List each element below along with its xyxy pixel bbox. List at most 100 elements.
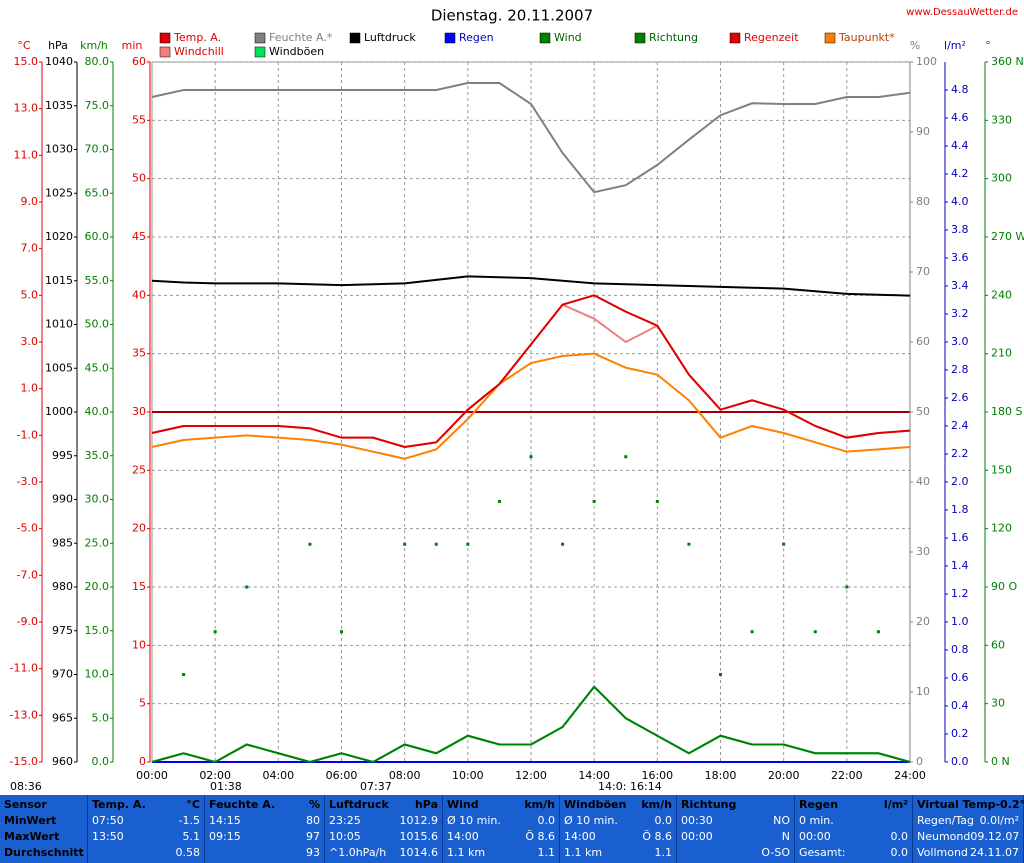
stats-cell: 10:05 1015.6 — [329, 829, 438, 845]
y-tick-label: 70.0 — [85, 143, 110, 156]
y-tick-label: 1030 — [45, 143, 73, 156]
stats-cell: O-SO — [681, 845, 790, 861]
x-tick-label: 00:00 — [136, 769, 168, 782]
cell-label: 00:30 — [681, 814, 713, 827]
y-tick-label: 4.0 — [951, 195, 969, 208]
y-tick-label: 80 — [916, 195, 930, 208]
y-tick-label: 1035 — [45, 99, 73, 112]
cell-value: 1012.9 — [399, 814, 439, 827]
cell-label: 00:00 — [681, 830, 713, 843]
legend-label: Luftdruck — [364, 31, 416, 44]
series-line — [151, 294, 911, 449]
axis-unit: l/m² — [944, 39, 966, 52]
legend-label: Regenzeit — [744, 31, 799, 44]
y-tick-label: 990 — [52, 493, 73, 506]
cell-value: -1.5 — [178, 814, 200, 827]
cell-label: Feuchte A. — [209, 798, 276, 811]
stats-cell: 1.1 km 1.1 — [447, 845, 555, 861]
cell-value: 24.11.07 — [970, 846, 1019, 859]
y-tick-label: -15.0 — [10, 755, 38, 768]
cell-label: Wind — [447, 798, 479, 811]
stats-cell: MaxWert — [4, 829, 83, 845]
y-tick-label: 5 — [139, 697, 146, 710]
cell-value: 5.1 — [182, 830, 201, 843]
y-tick-label: 2.4 — [951, 419, 969, 432]
cell-label: 00:00 — [799, 830, 831, 843]
y-tick-label: 1040 — [45, 55, 73, 68]
y-tick-label: 980 — [52, 580, 73, 593]
cell-value: 1014.6 — [399, 846, 439, 859]
y-tick-label: 65.0 — [85, 186, 110, 199]
cell-label: 1.1 km — [564, 846, 603, 859]
stats-column: Wind km/h Ø 10 min. 0.0 14:00 Ö 8.6 1.1 km 1.1 — [443, 795, 560, 863]
cell-label: 14:00 — [447, 830, 479, 843]
y-tick-label: -7.0 — [17, 568, 38, 581]
cell-label: 10:05 — [329, 830, 361, 843]
y-tick-label: 3.6 — [951, 251, 969, 264]
y-tick-label: 1025 — [45, 186, 73, 199]
direction-dot — [434, 542, 438, 546]
y-tick-label: 45 — [132, 230, 146, 243]
y-tick-label: 2.2 — [951, 447, 969, 460]
stats-cell: 14:15 80 — [209, 813, 320, 829]
series-line — [151, 685, 911, 764]
cell-value: 0.58 — [175, 846, 201, 859]
x-tick-label: 24:00 — [894, 769, 926, 782]
stats-cell: 14:00 Ö 8.6 — [564, 829, 672, 845]
cell-value: -0.2°C — [995, 798, 1024, 811]
legend-swatch — [539, 32, 551, 44]
stats-cell: Regen/Tag 0.0l/m² — [917, 813, 1019, 829]
y-tick-label: 30 — [991, 697, 1005, 710]
chart-title: Dienstag. 20.11.2007 — [431, 7, 593, 25]
cell-label: MinWert — [4, 814, 57, 827]
y-tick-label: 965 — [52, 711, 73, 724]
y-tick-label: 0.2 — [951, 727, 969, 740]
y-tick-label: 90 — [916, 125, 930, 138]
cell-value: km/h — [641, 798, 672, 811]
cell-label: 13:50 — [92, 830, 124, 843]
y-tick-label: -11.0 — [10, 662, 38, 675]
astro-time: 16:14 — [630, 780, 662, 793]
axis-unit: ° — [985, 39, 991, 52]
legend-label: Taupunkt* — [838, 31, 895, 44]
legend-swatch — [444, 32, 456, 44]
y-tick-label: 9.0 — [21, 195, 39, 208]
stats-cell: 93 — [209, 845, 320, 861]
stats-cell: Wind km/h — [447, 797, 555, 813]
stats-cell: Temp. A. °C — [92, 797, 200, 813]
cell-value: °C — [186, 798, 200, 811]
cell-label: Vollmond — [917, 846, 968, 859]
direction-dot — [497, 499, 501, 503]
y-tick-label: 35 — [132, 347, 146, 360]
y-tick-label: -5.0 — [17, 522, 38, 535]
y-tick-label: 30 — [132, 405, 146, 418]
y-tick-label: 970 — [52, 668, 73, 681]
y-tick-label: 13.0 — [14, 102, 39, 115]
cell-label: 14:15 — [209, 814, 241, 827]
y-tick-label: 3.0 — [21, 335, 39, 348]
y-tick-label: 20 — [916, 615, 930, 628]
cell-label: Neumond — [917, 830, 971, 843]
x-tick-label: 14:00 — [578, 769, 610, 782]
cell-label: 0 min. — [799, 814, 834, 827]
legend-label: Windchill — [174, 45, 224, 58]
cell-label: Regen/Tag — [917, 814, 974, 827]
cell-label: Regen — [799, 798, 839, 811]
legend-swatch — [729, 32, 741, 44]
y-tick-label: 10 — [132, 638, 146, 651]
y-tick-label: 0 N — [991, 755, 1010, 768]
stats-cell: Richtung — [681, 797, 790, 813]
stats-cell: 0 min. — [799, 813, 908, 829]
astro-time: 07:37 — [360, 780, 392, 793]
y-tick-label: -3.0 — [17, 475, 38, 488]
y-tick-label: 985 — [52, 536, 73, 549]
cell-label: 23:25 — [329, 814, 361, 827]
cell-label: 07:50 — [92, 814, 124, 827]
y-tick-label: 4.8 — [951, 83, 969, 96]
legend-label: Richtung — [649, 31, 698, 44]
stats-cell: MinWert — [4, 813, 83, 829]
stats-cell: Vollmond 24.11.07 — [917, 845, 1019, 861]
cell-value: l/m² — [883, 798, 908, 811]
stats-column: Richtung 00:30 NO 00:00 N O-SO — [677, 795, 795, 863]
